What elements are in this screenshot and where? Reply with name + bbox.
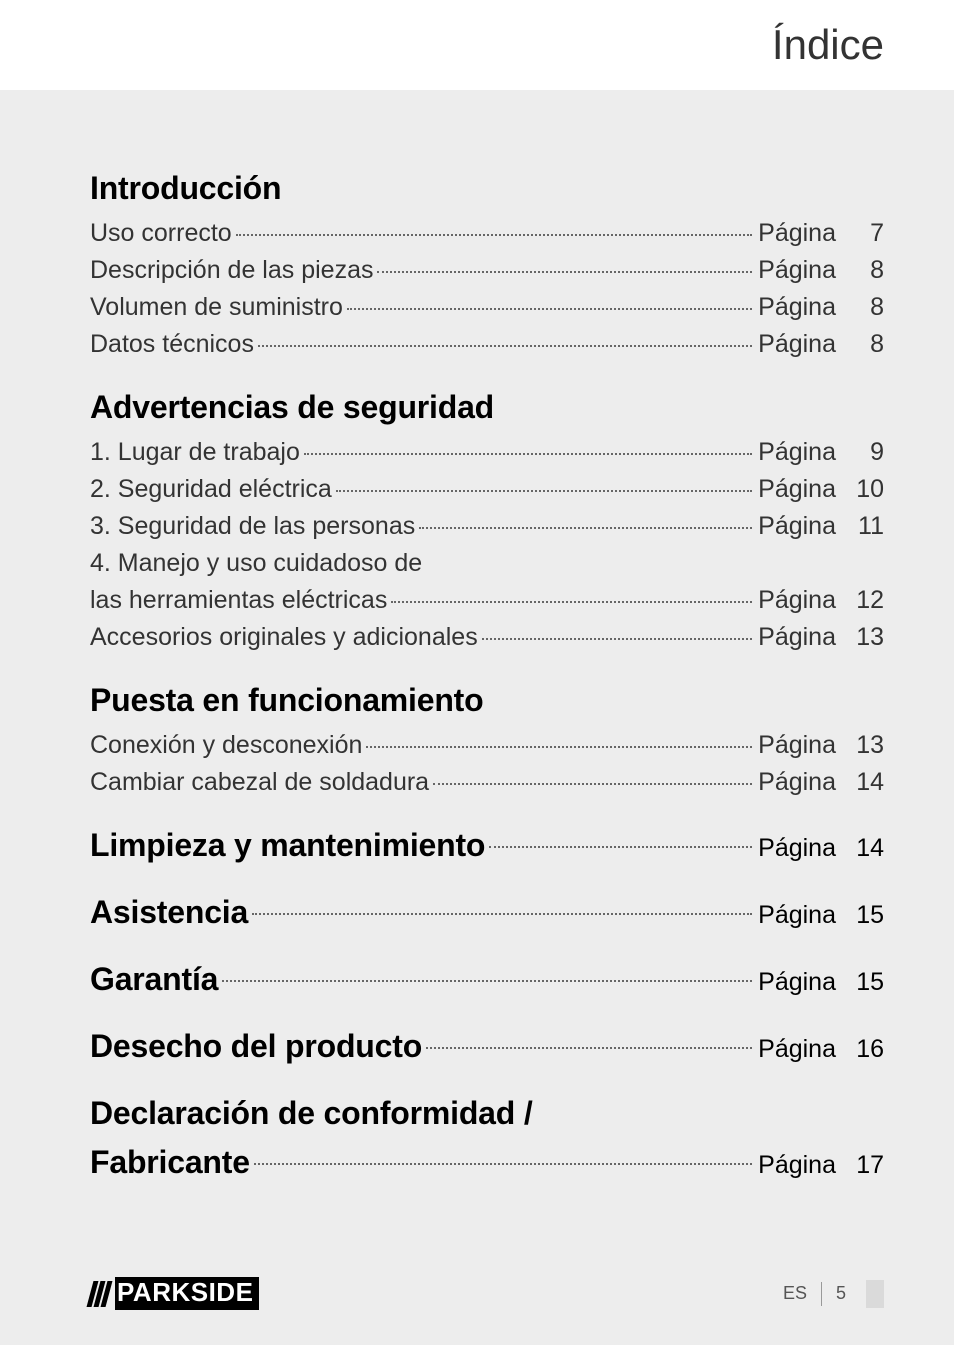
toc-page-number: 13: [842, 623, 884, 652]
section-heading-limpieza: Limpieza y mantenimiento Página 14: [90, 827, 884, 864]
toc-line: Accesorios originales y adicionales Pági…: [90, 623, 884, 652]
toc-page-number: 16: [842, 1035, 884, 1064]
toc-line: Conexión y desconexión Página 13: [90, 731, 884, 760]
toc-label: Cambiar cabezal de soldadura: [90, 768, 429, 797]
heading-text: Limpieza y mantenimiento: [90, 827, 485, 864]
toc-dots: [222, 980, 752, 982]
toc-dots: [426, 1047, 752, 1049]
toc-pagina-label: Página: [758, 438, 836, 467]
toc-pagina-label: Página: [758, 219, 836, 248]
toc-dots: [377, 271, 752, 273]
logo-stripes-icon: [87, 1281, 113, 1307]
toc-dots: [419, 527, 752, 529]
toc-pagina-label: Página: [758, 256, 836, 285]
heading-text: Asistencia: [90, 894, 248, 931]
toc-pagina-label: Página: [758, 586, 836, 615]
toc-page-number: 10: [842, 475, 884, 504]
heading-text: Fabricante: [90, 1144, 250, 1181]
section-heading-garantia: Garantía Página 15: [90, 961, 884, 998]
toc-page-number: 15: [842, 901, 884, 930]
toc-pagina-label: Página: [758, 834, 836, 863]
section-heading-desecho: Desecho del producto Página 16: [90, 1028, 884, 1065]
page-info: ES 5: [783, 1280, 884, 1308]
toc-dots: [482, 638, 752, 640]
toc-label: Descripción de las piezas: [90, 256, 373, 285]
toc-page-number: 9: [842, 438, 884, 467]
header-bar: Índice: [0, 0, 954, 90]
toc-page-number: 14: [842, 834, 884, 863]
toc-pagina-label: Página: [758, 475, 836, 504]
toc-page-number: 8: [842, 330, 884, 359]
toc-label: Volumen de suministro: [90, 293, 343, 322]
logo-text: PARKSIDE: [115, 1277, 259, 1310]
toc-line: Cambiar cabezal de soldadura Página 14: [90, 768, 884, 797]
toc-line: 1. Lugar de trabajo Página 9: [90, 438, 884, 467]
toc-page-number: 11: [842, 512, 884, 541]
page-number: 5: [836, 1283, 846, 1304]
toc-pagina-label: Página: [758, 901, 836, 930]
toc-line: Uso correcto Página 7: [90, 219, 884, 248]
divider: [821, 1282, 822, 1306]
toc-line: Datos técnicos Página 8: [90, 330, 884, 359]
toc-dots: [489, 846, 752, 848]
toc-pagina-label: Página: [758, 623, 836, 652]
toc-dots: [336, 490, 752, 492]
toc-line: las herramientas eléctricas Página 12: [90, 586, 884, 615]
toc-pagina-label: Página: [758, 1151, 836, 1180]
toc-label: 1. Lugar de trabajo: [90, 438, 300, 467]
toc-page-number: 14: [842, 768, 884, 797]
section-heading-asistencia: Asistencia Página 15: [90, 894, 884, 931]
toc-label: 3. Seguridad de las personas: [90, 512, 415, 541]
lang-code: ES: [783, 1283, 807, 1304]
toc-line: Volumen de suministro Página 8: [90, 293, 884, 322]
toc-line: 2. Seguridad eléctrica Página 10: [90, 475, 884, 504]
toc-dots: [433, 783, 752, 785]
toc-dots: [254, 1163, 752, 1165]
toc-pagina-label: Página: [758, 512, 836, 541]
toc-label: 4. Manejo y uso cuidadoso de: [90, 549, 422, 578]
toc-pagina-label: Página: [758, 768, 836, 797]
content-area: Introducción Uso correcto Página 7 Descr…: [0, 90, 954, 1181]
toc-label: Datos técnicos: [90, 330, 254, 359]
toc-dots: [304, 453, 752, 455]
toc-pagina-label: Página: [758, 330, 836, 359]
toc-line-wrapped: 4. Manejo y uso cuidadoso de: [90, 549, 884, 578]
toc-pagina-label: Página: [758, 731, 836, 760]
section-heading-declaracion-line1: Declaración de conformidad /: [90, 1095, 884, 1132]
heading-text: Garantía: [90, 961, 218, 998]
toc-dots: [236, 234, 752, 236]
toc-page-number: 13: [842, 731, 884, 760]
toc-dots: [366, 746, 752, 748]
heading-text: Desecho del producto: [90, 1028, 422, 1065]
toc-line: 3. Seguridad de las personas Página 11: [90, 512, 884, 541]
page-end-block: [866, 1280, 884, 1308]
section-heading-advertencias: Advertencias de seguridad: [90, 389, 884, 426]
toc-label: las herramientas eléctricas: [90, 586, 387, 615]
toc-dots: [258, 345, 752, 347]
toc-page-number: 12: [842, 586, 884, 615]
footer: PARKSIDE ES 5: [0, 1277, 954, 1310]
section-heading-puesta: Puesta en funcionamiento: [90, 682, 884, 719]
toc-dots: [391, 601, 752, 603]
toc-pagina-label: Página: [758, 968, 836, 997]
toc-page-number: 8: [842, 293, 884, 322]
toc-page-number: 17: [842, 1151, 884, 1180]
toc-page-number: 15: [842, 968, 884, 997]
toc-label: Uso correcto: [90, 219, 232, 248]
toc-page-number: 7: [842, 219, 884, 248]
toc-dots: [347, 308, 752, 310]
toc-label: Conexión y desconexión: [90, 731, 362, 760]
toc-pagina-label: Página: [758, 293, 836, 322]
toc-page-number: 8: [842, 256, 884, 285]
toc-line: Descripción de las piezas Página 8: [90, 256, 884, 285]
toc-pagina-label: Página: [758, 1035, 836, 1064]
toc-label: Accesorios originales y adicionales: [90, 623, 478, 652]
toc-dots: [252, 913, 752, 915]
header-title: Índice: [772, 21, 884, 69]
toc-label: 2. Seguridad eléctrica: [90, 475, 332, 504]
parkside-logo: PARKSIDE: [90, 1277, 259, 1310]
section-heading-declaracion-line2: Fabricante Página 17: [90, 1144, 884, 1181]
section-heading-introduccion: Introducción: [90, 170, 884, 207]
